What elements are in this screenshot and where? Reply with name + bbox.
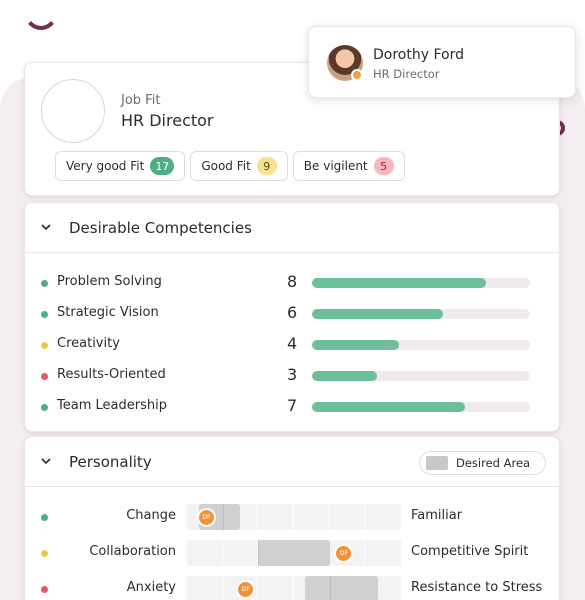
competency-score: 3 bbox=[287, 365, 298, 384]
chip-very-good-fit[interactable]: Very good Fit 17 bbox=[55, 151, 186, 181]
status-dot bbox=[41, 586, 48, 593]
personality-row: Change DF Familiar bbox=[25, 504, 559, 530]
candidate-marker-icon[interactable]: DF bbox=[238, 582, 254, 597]
trait-scale: DF bbox=[187, 504, 401, 530]
competency-score: 4 bbox=[287, 334, 298, 353]
competencies-card: Desirable Competencies Problem Solving 8 S… bbox=[24, 202, 560, 432]
job-fit-title: HR Director bbox=[121, 111, 214, 130]
trait-right-label: Resistance to Stress bbox=[411, 580, 543, 595]
candidate-marker-icon[interactable]: DF bbox=[336, 546, 352, 561]
chip-be-vigilent[interactable]: Be vigilent 5 bbox=[292, 151, 405, 181]
job-fit-chart bbox=[41, 79, 105, 143]
desired-area-swatch bbox=[426, 456, 448, 470]
trait-left-label: Change bbox=[126, 508, 176, 523]
scale-segment bbox=[187, 540, 223, 566]
scale-segment bbox=[187, 540, 366, 566]
chip-label: Be vigilent bbox=[303, 159, 368, 173]
desired-area-divider bbox=[222, 504, 224, 530]
profile-card[interactable]: Dorothy Ford HR Director bbox=[308, 26, 576, 98]
status-dot bbox=[41, 280, 48, 287]
desired-area-label: Desired Area bbox=[456, 456, 531, 470]
competency-row: Strategic Vision 6 bbox=[25, 303, 559, 324]
competency-bar-fill bbox=[312, 402, 465, 412]
personality-row: Anxiety DF Resistance to Stress bbox=[25, 576, 559, 600]
desired-area-legend: Desired Area bbox=[419, 451, 546, 475]
chip-count: 9 bbox=[256, 157, 277, 175]
competency-name: Results-Oriented bbox=[57, 367, 166, 382]
trait-scale: DF bbox=[187, 576, 401, 600]
competencies-header[interactable]: Desirable Competencies bbox=[25, 203, 559, 253]
personality-header[interactable]: Personality Desired Area bbox=[25, 437, 559, 487]
competency-name: Creativity bbox=[57, 336, 120, 351]
competency-row: Team Leadership 7 bbox=[25, 396, 559, 417]
chip-count: 17 bbox=[150, 157, 175, 175]
competency-score: 7 bbox=[287, 396, 298, 415]
competency-row: Problem Solving 8 bbox=[25, 272, 559, 293]
scale-segment bbox=[187, 504, 259, 530]
competency-bar-fill bbox=[312, 371, 378, 381]
scale-segment bbox=[187, 576, 259, 600]
trait-left-label: Anxiety bbox=[126, 580, 176, 595]
chip-label: Good Fit bbox=[201, 159, 251, 173]
competency-bar-fill bbox=[312, 309, 443, 319]
trait-right-label: Familiar bbox=[411, 508, 463, 523]
competency-bar-track bbox=[312, 340, 530, 350]
chip-count: 5 bbox=[373, 157, 394, 175]
trait-left-label: Collaboration bbox=[89, 544, 176, 559]
personality-card: Personality Desired Area Change DF Familia… bbox=[24, 436, 560, 600]
decorative-arc-icon bbox=[22, 0, 60, 30]
competency-bar-track bbox=[312, 278, 530, 288]
competency-name: Strategic Vision bbox=[57, 305, 159, 320]
profile-role: HR Director bbox=[373, 67, 440, 81]
chevron-down-icon[interactable] bbox=[41, 456, 51, 466]
desired-area-divider bbox=[329, 576, 331, 600]
personality-title: Personality bbox=[69, 453, 152, 471]
desired-area-divider bbox=[258, 540, 260, 566]
status-dot bbox=[41, 404, 48, 411]
fit-chips: Very good Fit 17 Good Fit 9 Be vigilent … bbox=[55, 151, 405, 181]
chevron-down-icon[interactable] bbox=[41, 222, 51, 232]
competency-name: Team Leadership bbox=[57, 398, 167, 413]
scale-segment bbox=[187, 540, 259, 566]
competency-row: Results-Oriented 3 bbox=[25, 365, 559, 386]
competency-bar-track bbox=[312, 309, 530, 319]
competencies-title: Desirable Competencies bbox=[69, 219, 252, 237]
candidate-marker-icon[interactable]: DF bbox=[199, 510, 215, 525]
trait-scale: DF bbox=[187, 540, 401, 566]
status-dot bbox=[41, 550, 48, 557]
scale-segment bbox=[187, 576, 294, 600]
status-dot bbox=[41, 311, 48, 318]
competency-bar-fill bbox=[312, 278, 487, 288]
competency-bar-track bbox=[312, 402, 530, 412]
job-fit-card: Job Fit HR Director Very good Fit 17 Goo… bbox=[24, 62, 560, 196]
competency-row: Creativity 4 bbox=[25, 334, 559, 355]
status-dot bbox=[41, 342, 48, 349]
competency-name: Problem Solving bbox=[57, 274, 162, 289]
competency-score: 6 bbox=[287, 303, 298, 322]
job-fit-label: Job Fit bbox=[121, 93, 161, 108]
chip-label: Very good Fit bbox=[66, 159, 145, 173]
personality-row: Collaboration DF Competitive Spirit bbox=[25, 540, 559, 566]
trait-right-label: Competitive Spirit bbox=[411, 544, 529, 559]
competency-score: 8 bbox=[287, 272, 298, 291]
competency-bar-fill bbox=[312, 340, 400, 350]
chip-good-fit[interactable]: Good Fit 9 bbox=[190, 151, 288, 181]
scale-segment bbox=[187, 504, 294, 530]
status-indicator bbox=[351, 69, 363, 81]
scale-segment bbox=[187, 576, 223, 600]
profile-name: Dorothy Ford bbox=[373, 47, 464, 63]
status-dot bbox=[41, 373, 48, 380]
scale-segment bbox=[187, 504, 366, 530]
desired-area bbox=[258, 540, 330, 566]
competency-bar-track bbox=[312, 371, 530, 381]
scale-segment bbox=[187, 504, 330, 530]
desired-area bbox=[304, 576, 378, 600]
status-dot bbox=[41, 514, 48, 521]
